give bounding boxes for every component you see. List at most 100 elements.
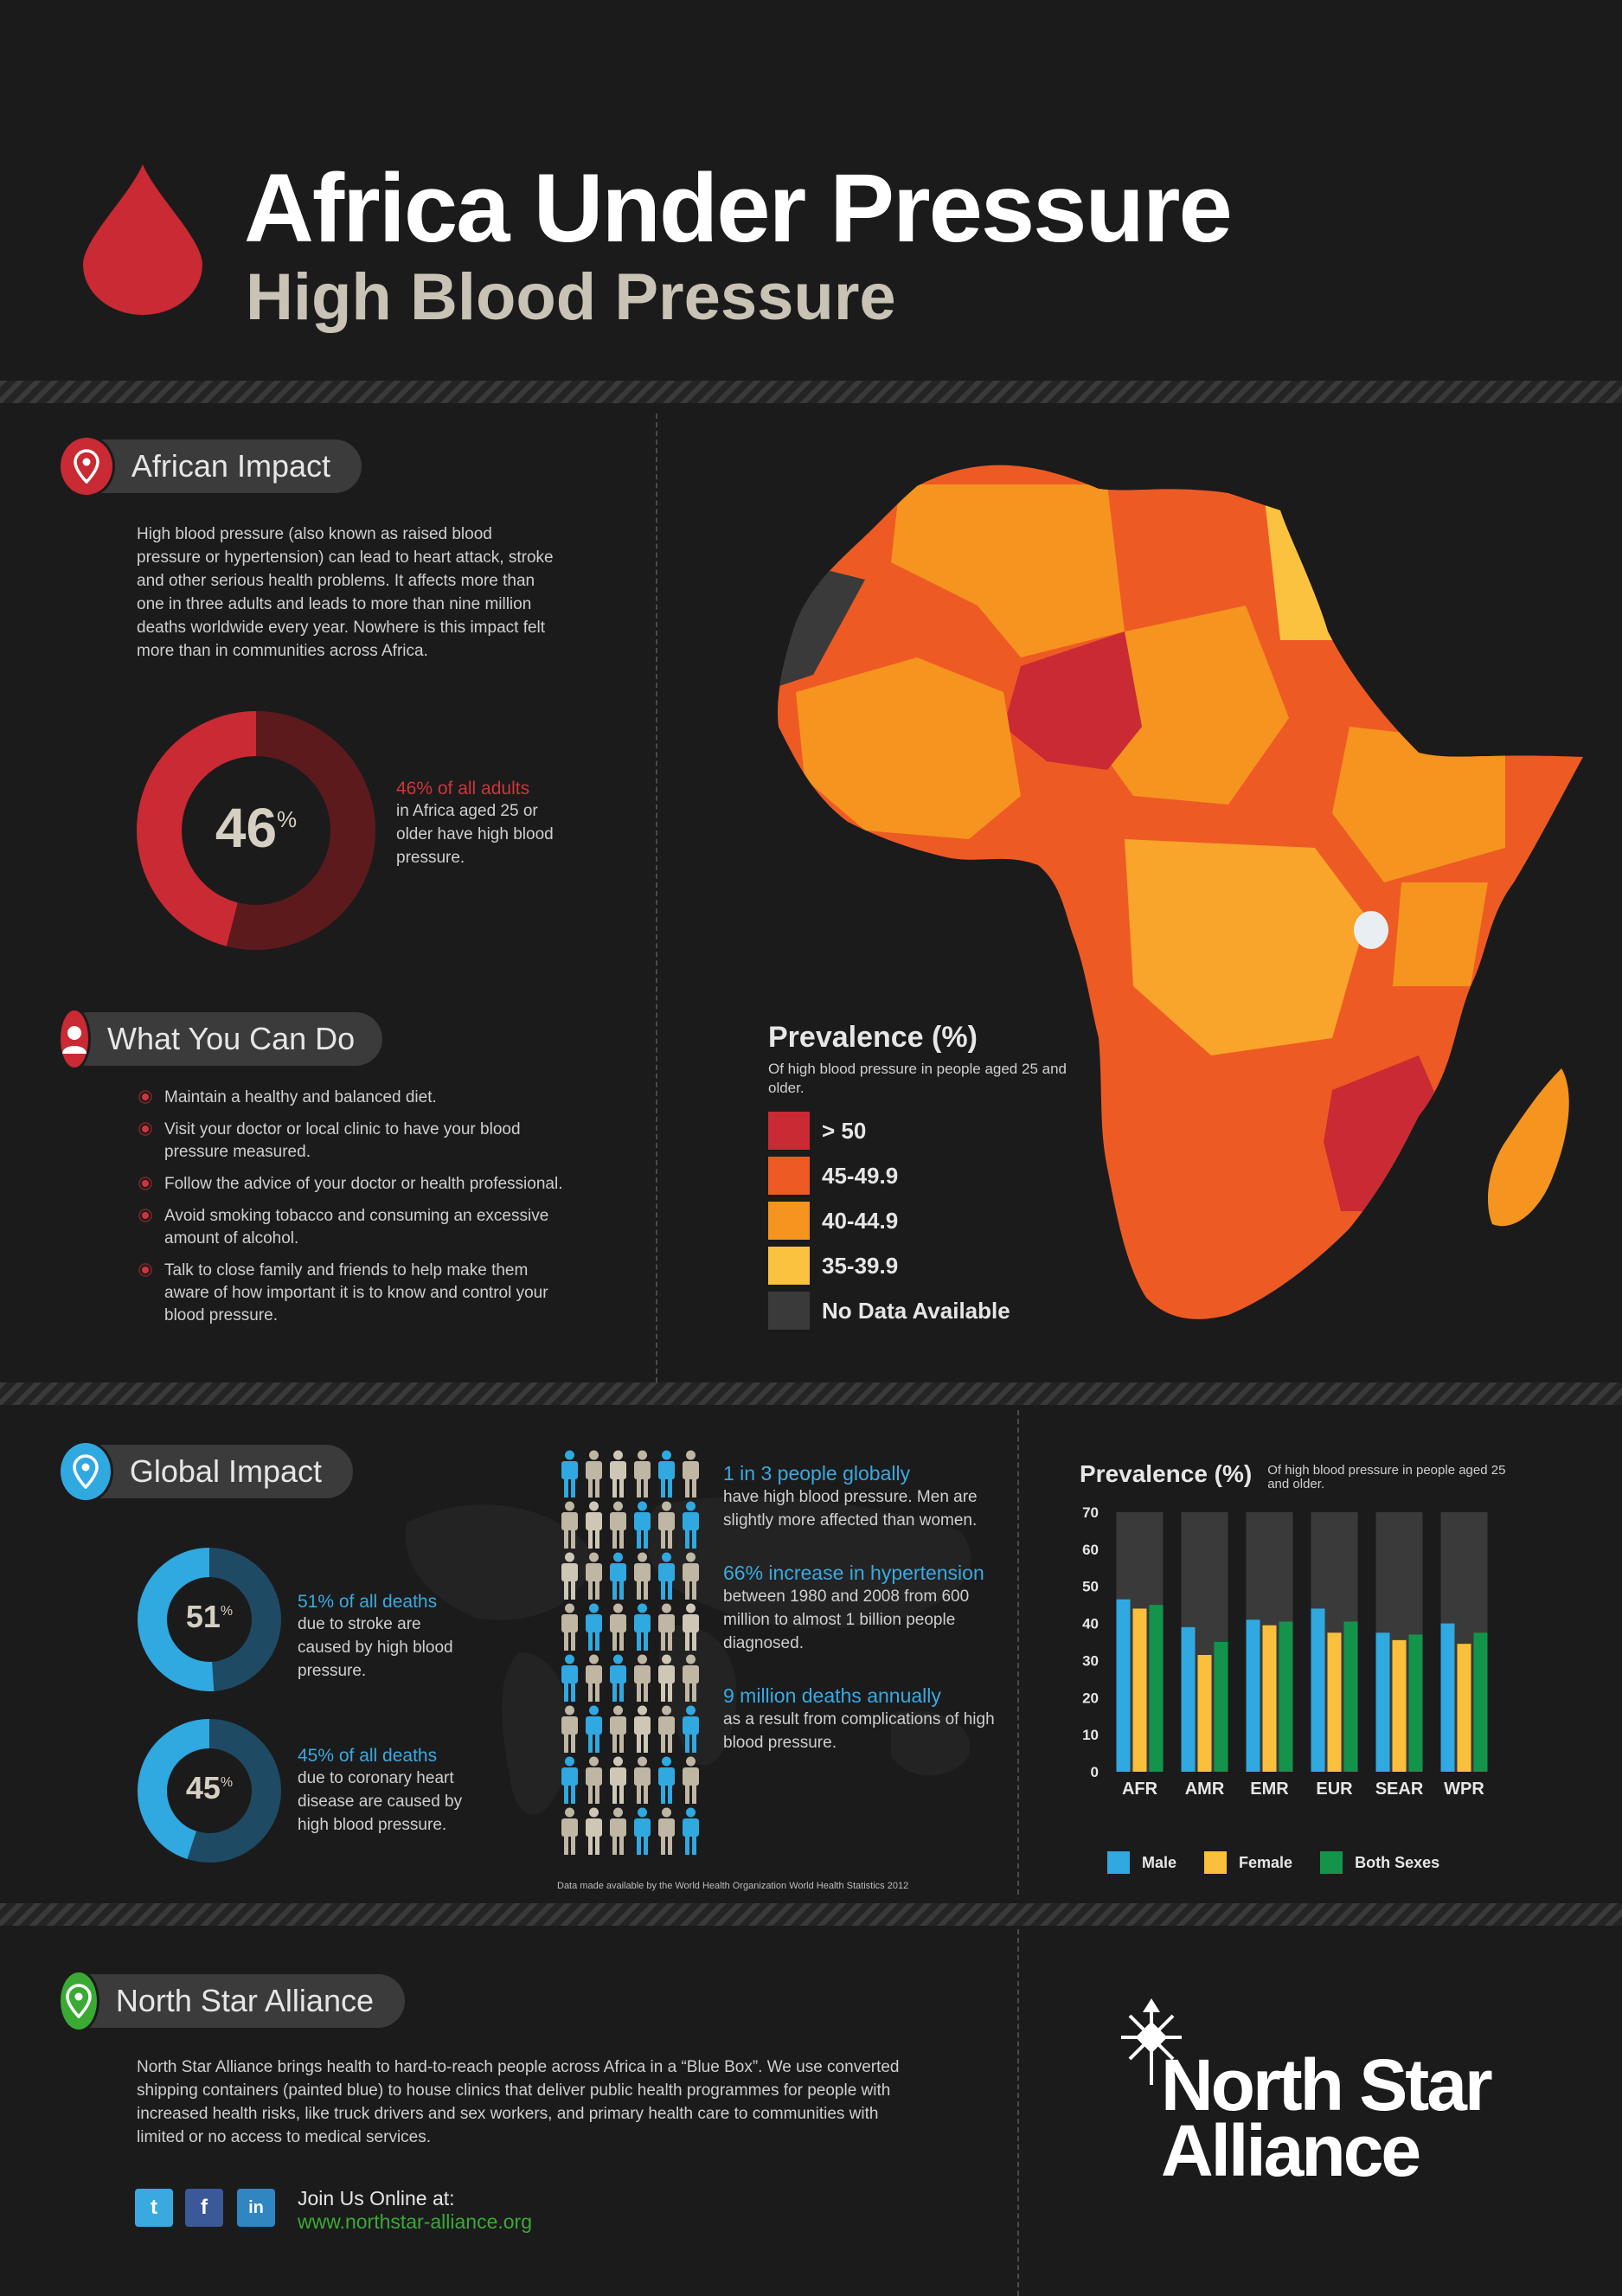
- person-icon: [658, 1807, 675, 1855]
- north-star-logo: North Star Alliance: [1107, 1998, 1592, 2197]
- person-icon: [683, 1756, 699, 1804]
- african-impact-body: High blood pressure (also known as raise…: [137, 525, 554, 660]
- person-icon: [610, 1807, 626, 1855]
- person-icon: [683, 1552, 699, 1600]
- person-icon: [610, 1705, 626, 1753]
- header: Africa Under Pressure High Blood Pressur…: [0, 0, 1622, 381]
- divider-vertical-upper: [656, 414, 657, 1382]
- bar-both-sexes: [1473, 1632, 1488, 1772]
- linkedin-icon: in: [248, 2197, 264, 2217]
- coronary-donut: 45%: [137, 1718, 282, 1863]
- what-you-can-do-heading: What You Can Do: [61, 1010, 382, 1068]
- prevalence-bar-chart: 70 60 50 40 30 20 10 0 AFR AMR EMR EUR SEAR WPR: [1082, 1504, 1488, 1799]
- person-icon: [610, 1450, 626, 1498]
- y-tick-label: 60: [1082, 1542, 1099, 1558]
- linkedin-button[interactable]: in: [237, 2189, 275, 2227]
- person-icon: [658, 1450, 675, 1498]
- map-legend-subtitle: Of high blood pressure in people aged 25…: [768, 1061, 1067, 1096]
- bar-female: [1457, 1644, 1471, 1772]
- join-label: Join Us Online at:: [298, 2187, 455, 2209]
- bar-both-sexes: [1408, 1634, 1423, 1772]
- coronary-stat: 45% of all deaths due to coronary heart …: [298, 1746, 471, 1837]
- people-row: [559, 1756, 706, 1806]
- people-row: [559, 1705, 706, 1755]
- divider-vertical-footer: [1017, 1929, 1019, 2296]
- donut-value: 46: [215, 797, 278, 859]
- x-tick-label: EMR: [1250, 1780, 1289, 1799]
- stroke-donut: 51%: [137, 1547, 282, 1692]
- person-icon: [586, 1501, 602, 1549]
- bar-male: [1311, 1608, 1325, 1772]
- person-icon: [62, 1026, 87, 1054]
- global-impact-heading: Global Impact: [61, 1443, 353, 1500]
- people-row: [559, 1501, 706, 1551]
- fact-text: as a result from complications of high b…: [723, 1710, 995, 1752]
- person-icon: [610, 1603, 626, 1651]
- percent-sign: %: [277, 806, 298, 832]
- chart-legend: Male Female Both Sexes: [1107, 1851, 1467, 1874]
- location-pin-icon: [73, 1454, 99, 1489]
- divider-bottom: [0, 1903, 1622, 1926]
- person-icon: [610, 1654, 626, 1702]
- stroke-stat: 51% of all deaths due to stroke are caus…: [298, 1592, 471, 1683]
- y-tick-label: 30: [1082, 1652, 1099, 1669]
- legend-item: 45-49.9: [768, 1153, 1097, 1198]
- map-legend: Prevalence (%) Of high blood pressure in…: [768, 1021, 1097, 1333]
- y-tick-label: 20: [1082, 1690, 1099, 1706]
- y-tick-label: 50: [1082, 1579, 1099, 1595]
- person-icon: [586, 1807, 602, 1855]
- legend-item: Female: [1204, 1851, 1292, 1874]
- fact-highlight: 1 in 3 people globally: [723, 1462, 911, 1485]
- bar-female: [1327, 1632, 1342, 1772]
- legend-item: No Data Available: [768, 1288, 1097, 1333]
- person-icon: [634, 1552, 651, 1600]
- bar-male: [1116, 1599, 1131, 1772]
- person-icon: [561, 1756, 578, 1804]
- africa-stat: 46% of all adults in Africa aged 25 or o…: [396, 779, 587, 869]
- x-tick-label: SEAR: [1375, 1780, 1424, 1799]
- person-icon: [586, 1450, 602, 1498]
- person-icon: [634, 1654, 651, 1702]
- person-icon: [634, 1603, 651, 1651]
- person-icon: [561, 1603, 578, 1651]
- bar-female: [1392, 1639, 1407, 1772]
- map-region-sahel-orange: [1090, 606, 1289, 805]
- star-logo-icon: [1121, 1998, 1182, 2085]
- x-tick-label: AFR: [1122, 1780, 1158, 1799]
- bar-both-sexes: [1214, 1642, 1228, 1772]
- person-icon: [658, 1603, 675, 1651]
- person-icon: [610, 1552, 626, 1600]
- map-legend-title: Prevalence (%): [768, 1021, 978, 1054]
- person-icon: [586, 1654, 602, 1702]
- coronary-stat-text: due to coronary heart disease are caused…: [298, 1769, 463, 1834]
- location-pin-icon: [66, 1984, 92, 2018]
- twitter-button[interactable]: t: [135, 2189, 173, 2227]
- map-region-westafrica-orange: [796, 657, 1021, 839]
- divider-vertical-chart: [1017, 1410, 1019, 1895]
- africa-donut: 46%: [135, 709, 377, 952]
- donut-value: 51: [185, 1599, 221, 1634]
- person-icon: [658, 1552, 675, 1600]
- logo-line1: North Star: [1161, 2044, 1493, 2126]
- facebook-icon: f: [201, 2196, 208, 2219]
- stroke-stat-text: due to stroke are caused by high blood p…: [298, 1615, 453, 1680]
- bar-female: [1197, 1655, 1212, 1772]
- person-icon: [561, 1654, 578, 1702]
- page-title: Africa Under Pressure: [244, 154, 1233, 262]
- percent-sign: %: [220, 1775, 234, 1790]
- join-online: Join Us Online at: www.northstar-allianc…: [298, 2187, 532, 2234]
- person-icon: [561, 1807, 578, 1855]
- website-link[interactable]: www.northstar-alliance.org: [298, 2210, 533, 2233]
- bar-male: [1181, 1626, 1196, 1772]
- stroke-stat-highlight: 51% of all deaths: [298, 1592, 438, 1612]
- bar-male: [1375, 1632, 1390, 1772]
- map-region-central-orange-light: [1125, 839, 1367, 1055]
- advice-list: Maintain a healthy and balanced diet. Vi…: [138, 1087, 571, 1337]
- north-star-heading: North Star Alliance: [61, 1972, 405, 2030]
- y-tick-label: 0: [1091, 1764, 1099, 1780]
- x-tick-label: WPR: [1444, 1780, 1484, 1799]
- bar-both-sexes: [1343, 1621, 1358, 1772]
- blood-drop-icon: [83, 164, 202, 315]
- facebook-button[interactable]: f: [185, 2189, 223, 2227]
- map-region-egypt-yellow: [1263, 484, 1384, 640]
